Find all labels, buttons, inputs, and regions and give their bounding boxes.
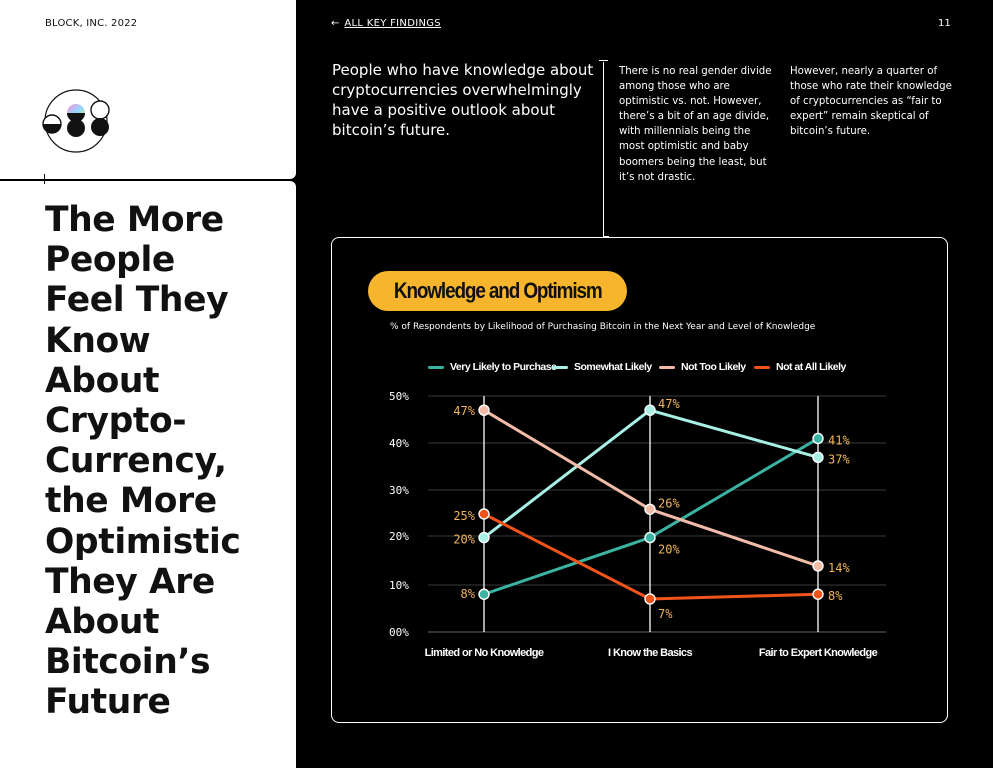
data-label: 8%	[461, 587, 476, 601]
legend-item: Not at All Likely	[754, 361, 846, 373]
data-point	[478, 588, 490, 600]
arrow-left-icon: ←	[331, 18, 340, 29]
data-point	[812, 432, 824, 445]
data-label: 20%	[453, 533, 475, 547]
data-point	[644, 593, 656, 605]
y-tick-label: 50%	[389, 390, 409, 403]
series-line	[482, 436, 820, 596]
data-label: 26%	[658, 496, 680, 510]
legend-swatch	[428, 365, 444, 369]
series-line	[482, 408, 820, 540]
legend-swatch	[659, 365, 675, 369]
headline-line: Crypto-	[45, 401, 187, 442]
data-label: 47%	[453, 404, 475, 418]
headline-line: People	[45, 240, 175, 281]
headline-line: About	[45, 602, 160, 643]
headline-line: Optimistic	[45, 521, 241, 562]
headline-line: Feel They	[45, 280, 229, 321]
series-line	[482, 512, 820, 601]
data-point	[478, 404, 490, 416]
headline-line: the More	[45, 481, 217, 522]
note-age-divide: There is no real gender divide among tho…	[619, 66, 772, 183]
divider-tick	[44, 174, 49, 184]
legend-label: Not at All Likely	[776, 361, 846, 373]
data-label: 25%	[453, 509, 475, 523]
chart-title-pill: Knowledge and Optimism	[368, 271, 627, 311]
x-tick-label: Limited or No Knowledge	[425, 647, 544, 659]
y-tick-label: 00%	[389, 626, 409, 639]
headline-line: The More	[45, 200, 224, 240]
legend-label: Very Likely to Purchase	[450, 361, 557, 373]
headline-line: Bitcoin’s	[45, 642, 211, 683]
note-skeptical: However, nearly a quarter of those who r…	[790, 66, 952, 138]
legend-label: Somewhat Likely	[574, 361, 652, 373]
brand-name: BLOCK, INC. 2022	[45, 18, 138, 29]
legend-swatch	[552, 365, 568, 369]
intro-text: People who have knowledge about cryptocu…	[332, 61, 594, 139]
vertical-divider	[603, 62, 604, 236]
block-logo-icon	[42, 89, 110, 153]
data-label: 14%	[828, 561, 850, 575]
headline-line: Future	[45, 682, 171, 723]
left-bottom-panel	[0, 181, 296, 768]
legend-item: Somewhat Likely	[552, 361, 652, 373]
headline-line: Currency,	[45, 441, 227, 482]
y-tick-label: 30%	[389, 484, 409, 497]
legend-label: Not Too Likely	[681, 361, 746, 373]
data-label: 20%	[658, 543, 680, 557]
y-tick-label: 10%	[389, 579, 409, 592]
left-top-panel	[0, 0, 296, 179]
data-point	[478, 508, 490, 520]
headline-line: Know	[45, 320, 151, 361]
data-point	[478, 531, 490, 544]
data-point	[812, 588, 824, 600]
data-point	[644, 404, 656, 416]
data-point	[812, 451, 824, 464]
legend-item: Not Too Likely	[659, 361, 746, 373]
chart-panel	[331, 237, 948, 723]
data-label: 8%	[828, 589, 843, 603]
chart-title: Knowledge and Optimism	[393, 278, 603, 303]
data-label: 7%	[658, 607, 673, 621]
back-link-label: ALL KEY FINDINGS	[344, 18, 441, 29]
data-point	[644, 503, 656, 515]
data-point	[812, 560, 824, 572]
y-tick-label: 20%	[389, 530, 409, 543]
chart-subtitle: % of Respondents by Likelihood of Purcha…	[390, 322, 816, 332]
legend-item: Very Likely to Purchase	[428, 361, 557, 373]
x-tick-label: Fair to Expert Knowledge	[759, 647, 878, 659]
page-headline: The More People Feel They Know About Cry…	[45, 200, 295, 723]
legend-swatch	[754, 365, 770, 369]
data-label: 41%	[828, 433, 850, 447]
back-to-findings-link[interactable]: ← ALL KEY FINDINGS	[331, 18, 441, 29]
chart-legend: Very Likely to Purchase Somewhat Likely No…	[428, 361, 848, 375]
page-number: 11	[938, 18, 951, 29]
divider-cap	[599, 60, 608, 61]
data-label: 37%	[828, 452, 850, 466]
divider-foot	[603, 236, 609, 237]
data-label: 47%	[658, 397, 680, 411]
y-tick-label: 40%	[389, 437, 409, 450]
data-point	[644, 531, 656, 544]
x-tick-label: I Know the Basics	[608, 647, 692, 659]
headline-line: About	[45, 360, 160, 401]
headline-line: They Are	[45, 561, 215, 602]
